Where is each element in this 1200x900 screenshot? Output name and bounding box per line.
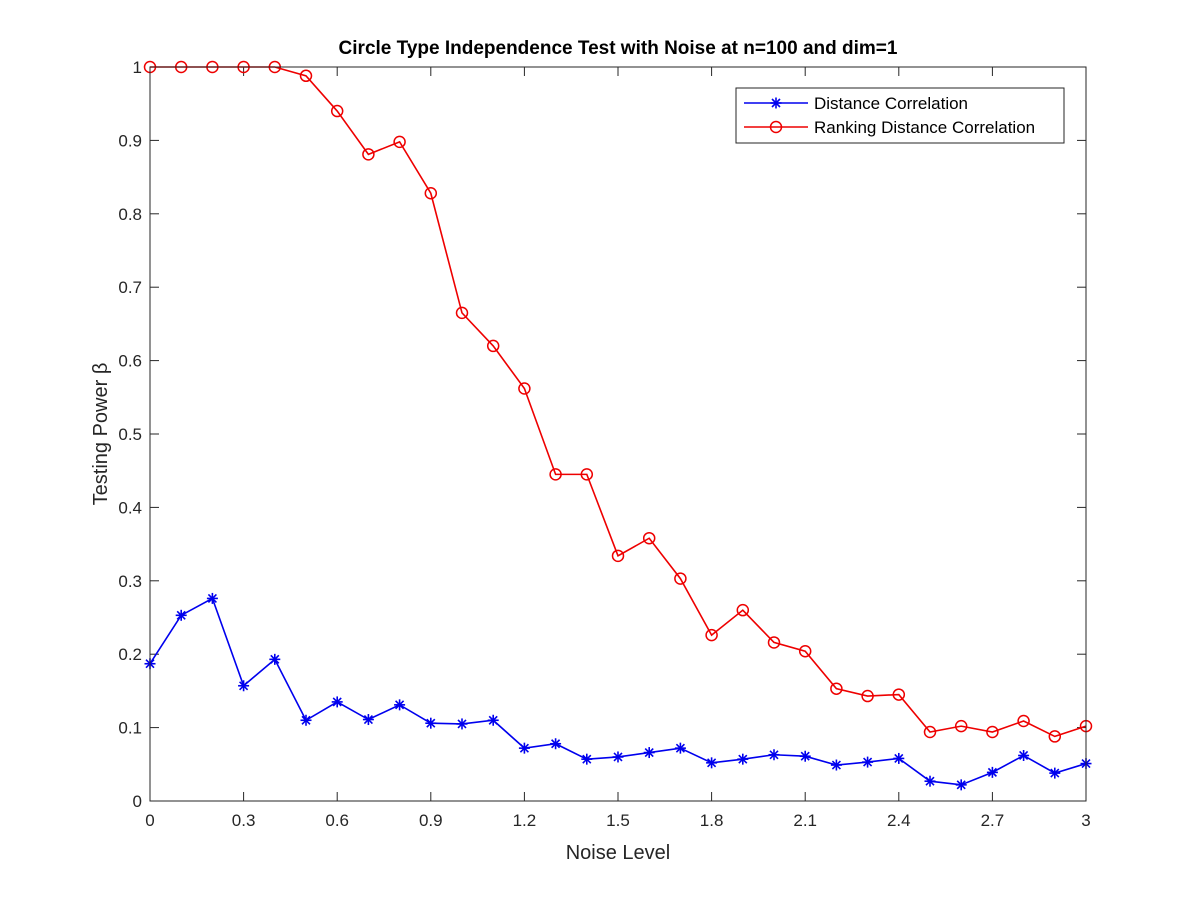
data-point-circle [954, 719, 968, 733]
data-point-asterisk [706, 757, 718, 769]
data-point-circle [674, 572, 687, 585]
legend-label: Ranking Distance Correlation [814, 118, 1035, 137]
data-point-asterisk [269, 653, 281, 665]
y-tick-label: 0.8 [118, 205, 142, 224]
data-point-circle [986, 725, 999, 739]
data-point-asterisk [518, 742, 530, 754]
series-distance-correlation [144, 592, 1092, 791]
plot-area [150, 67, 1086, 801]
y-tick-label: 0.1 [118, 719, 142, 738]
legend-entry: Distance Correlation [744, 94, 968, 113]
y-tick-label: 0.4 [118, 498, 142, 517]
data-point-asterisk [986, 766, 998, 778]
series-layer [143, 60, 1093, 791]
data-point-circle [705, 628, 718, 642]
x-tick-label: 1.5 [606, 811, 630, 830]
data-point-asterisk [612, 751, 624, 763]
data-point-asterisk [768, 749, 780, 761]
data-point-circle [736, 603, 750, 617]
legend-box [735, 87, 1065, 144]
legend-entry: Ranking Distance Correlation [744, 118, 1035, 137]
data-point-circle [518, 382, 531, 395]
data-point-asterisk [737, 753, 749, 765]
data-point-legend-circle [769, 120, 783, 134]
x-tick-label: 0.6 [325, 811, 349, 830]
data-point-asterisk [955, 779, 967, 791]
y-tick-label: 0.6 [118, 352, 142, 371]
data-point-circle [861, 689, 874, 703]
data-point-circle [892, 688, 906, 701]
data-point-circle [642, 531, 656, 545]
data-point-asterisk [862, 756, 874, 768]
y-tick-label: 0.5 [118, 425, 142, 444]
x-tick-label: 2.7 [981, 811, 1005, 830]
data-point-asterisk [924, 775, 936, 787]
y-tick-label: 0.2 [118, 645, 142, 664]
data-point-asterisk [487, 714, 499, 726]
legend: Distance Correlation Ranking Distance Cor… [735, 87, 1065, 144]
data-point-asterisk [362, 714, 374, 726]
data-point-asterisk [674, 742, 686, 754]
data-point-circle [830, 682, 843, 695]
data-point-asterisk [581, 753, 593, 765]
data-point-circle [798, 645, 812, 658]
data-point-circle [1048, 730, 1062, 743]
data-point-legend-asterisk [770, 97, 782, 109]
y-tick-label: 0.7 [118, 278, 142, 297]
series-line [150, 66, 1087, 738]
data-point-asterisk [206, 592, 218, 604]
data-point-asterisk [238, 680, 250, 692]
data-point-asterisk [893, 752, 905, 764]
data-point-asterisk [1018, 749, 1030, 761]
data-point-asterisk [175, 609, 187, 621]
data-point-circle [611, 549, 625, 563]
y-tick-label: 0 [133, 792, 142, 811]
legend-label: Distance Correlation [814, 94, 968, 113]
data-point-circle [549, 468, 562, 481]
x-tick-label: 1.8 [700, 811, 724, 830]
data-point-asterisk [331, 696, 343, 708]
data-point-asterisk [425, 717, 437, 729]
data-point-asterisk [300, 714, 312, 726]
data-point-asterisk [799, 750, 811, 762]
data-point-asterisk [456, 718, 468, 730]
x-tick-label: 2.4 [887, 811, 911, 830]
data-point-asterisk [1049, 767, 1061, 779]
data-point-circle [393, 135, 406, 149]
data-point-circle [455, 306, 469, 320]
data-point-asterisk [830, 759, 842, 771]
x-tick-label: 0 [145, 811, 154, 830]
data-point-asterisk [643, 747, 655, 759]
y-axis-label: Testing Power β [90, 363, 112, 506]
data-point-circle [767, 636, 781, 649]
x-axis-ticks: 0 0.3 0.6 0.9 1.2 1.5 1.8 2.1 2.4 2.7 3 [145, 67, 1091, 830]
plot-frame [149, 66, 1087, 802]
y-tick-label: 1 [133, 58, 142, 77]
x-tick-label: 0.9 [419, 811, 443, 830]
x-axis-label: Noise Level [566, 842, 671, 864]
data-point-circle [330, 104, 344, 118]
data-point-circle [362, 148, 375, 161]
data-point-circle [424, 186, 438, 200]
data-point-circle [580, 468, 594, 481]
data-point-circle [1017, 714, 1030, 728]
data-point-circle [923, 725, 937, 739]
x-tick-label: 2.1 [793, 811, 817, 830]
y-axis-ticks: 0 0.1 0.2 0.3 0.4 0.5 0.6 0.7 0.8 0.9 1 [118, 58, 1086, 811]
data-point-asterisk [394, 699, 406, 711]
x-tick-label: 0.3 [232, 811, 256, 830]
y-tick-label: 0.9 [118, 131, 142, 150]
y-tick-label: 0.3 [118, 572, 142, 591]
chart-title: Circle Type Independence Test with Noise… [339, 38, 898, 59]
data-point-circle [299, 69, 313, 83]
data-point-asterisk [550, 738, 562, 750]
x-tick-label: 1.2 [513, 811, 537, 830]
data-point-circle [486, 339, 500, 353]
x-tick-label: 3 [1081, 811, 1090, 830]
